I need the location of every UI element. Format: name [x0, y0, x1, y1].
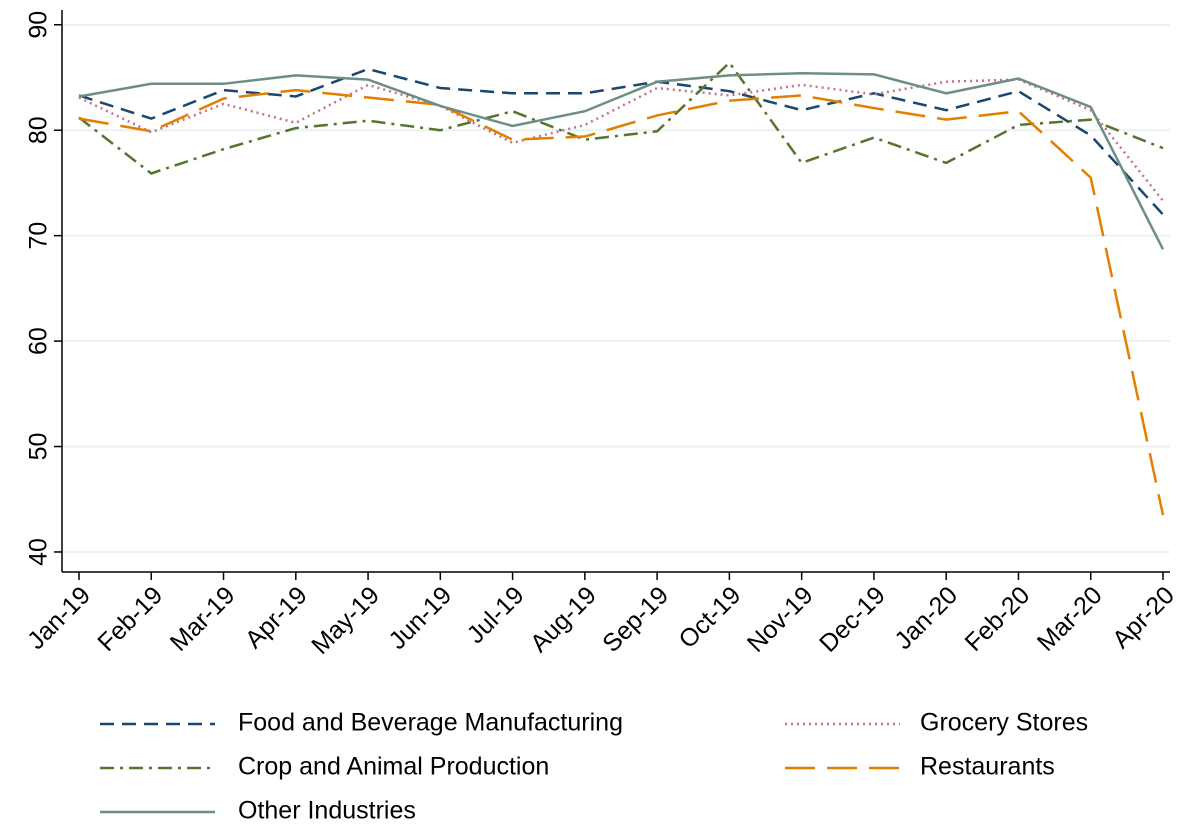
series-line: [78, 72, 1165, 250]
x-tick-label: Apr-19: [240, 581, 313, 654]
legend-label: Other Industries: [238, 797, 416, 825]
x-tick-label: Jan-19: [22, 581, 96, 655]
x-tick-label: Aug-19: [525, 581, 602, 658]
x-tick-label: Nov-19: [742, 581, 819, 658]
x-tick-label: May-19: [306, 581, 385, 660]
legend-label: Food and Beverage Manufacturing: [238, 709, 623, 737]
x-tick-label: Mar-19: [165, 581, 241, 657]
y-tick-label: 60: [25, 327, 53, 355]
series-line: [78, 60, 1164, 175]
legend-label: Crop and Animal Production: [238, 753, 549, 781]
x-tick-label: Sep-19: [597, 581, 674, 658]
y-tick-label: 70: [25, 222, 53, 250]
series-line: [78, 88, 1165, 516]
legend-label: Grocery Stores: [920, 709, 1088, 737]
x-tick-label: Feb-20: [960, 581, 1036, 657]
x-tick-label: Dec-19: [814, 581, 891, 658]
y-tick-label: 90: [25, 11, 53, 39]
x-tick-label: Jan-20: [889, 581, 963, 655]
x-tick-label: Feb-19: [92, 581, 168, 657]
y-tick-label: 80: [25, 116, 53, 144]
x-tick-label: Jun-19: [383, 581, 457, 655]
y-tick-label: 40: [25, 538, 53, 566]
x-tick-label: Apr-20: [1107, 581, 1178, 654]
y-tick-label: 50: [25, 433, 53, 461]
x-tick-label: Mar-20: [1032, 581, 1108, 657]
legend-label: Restaurants: [920, 753, 1055, 781]
x-tick-label: Jul-19: [462, 581, 530, 649]
series-line: [78, 78, 1164, 202]
series-line: [78, 67, 1164, 216]
x-tick-label: Oct-19: [673, 581, 746, 654]
